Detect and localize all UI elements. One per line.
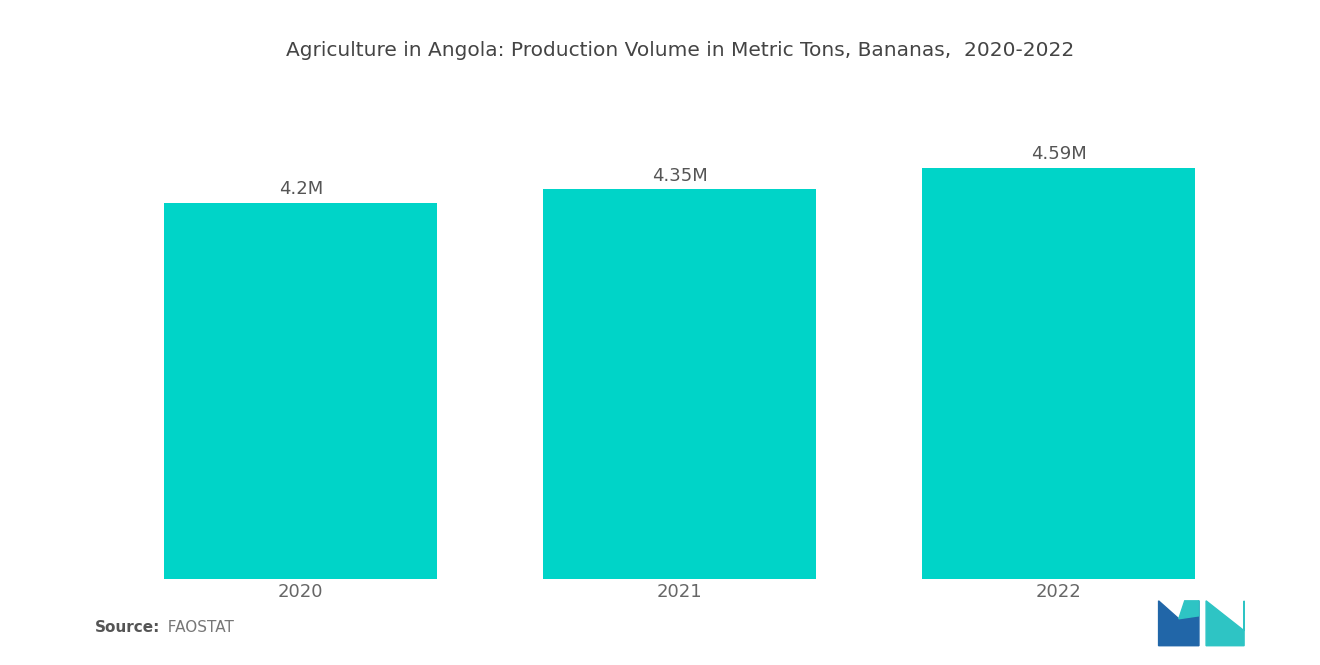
Text: FAOSTAT: FAOSTAT (158, 620, 234, 635)
Bar (923, 168, 1195, 579)
Polygon shape (1159, 601, 1199, 646)
Bar (165, 203, 437, 579)
Title: Agriculture in Angola: Production Volume in Metric Tons, Bananas,  2020-2022: Agriculture in Angola: Production Volume… (285, 41, 1074, 60)
Text: 4.2M: 4.2M (279, 180, 323, 198)
Text: Source:: Source: (95, 620, 161, 635)
Polygon shape (1206, 601, 1243, 646)
Text: 4.35M: 4.35M (652, 167, 708, 185)
Text: 4.59M: 4.59M (1031, 146, 1086, 164)
Polygon shape (1179, 601, 1199, 618)
Bar (544, 190, 816, 579)
